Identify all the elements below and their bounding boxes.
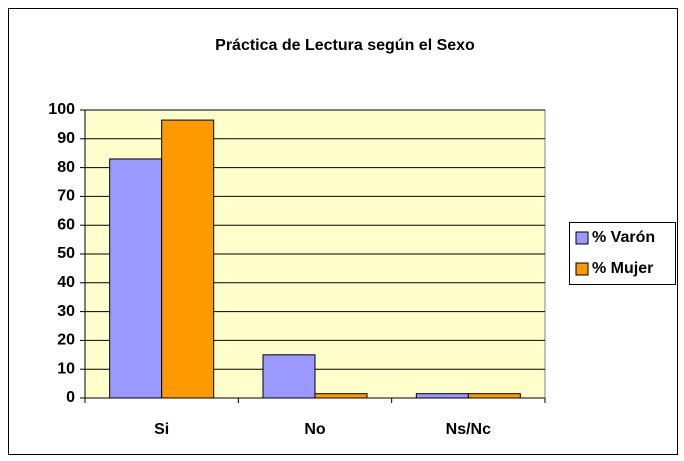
- bar: [262, 354, 316, 399]
- x-tick-label: No: [304, 421, 326, 438]
- y-tick-label: 100: [48, 101, 75, 118]
- legend-swatch: [575, 262, 589, 276]
- bar: [314, 393, 368, 399]
- y-tick-label: 80: [57, 159, 75, 176]
- y-tick-label: 20: [57, 332, 75, 349]
- bar: [161, 119, 215, 399]
- x-tick-label: Ns/Nc: [446, 421, 491, 438]
- bar: [109, 158, 163, 399]
- y-tick-label: 90: [57, 130, 75, 147]
- legend-label: % Mujer: [592, 260, 653, 277]
- y-tick-label: 40: [57, 274, 75, 291]
- y-tick-label: 0: [66, 389, 75, 406]
- legend-label: % Varón: [592, 229, 655, 246]
- y-tick-label: 10: [57, 360, 75, 377]
- bar: [467, 393, 521, 399]
- y-tick-label: 50: [57, 245, 75, 262]
- legend-swatch: [575, 231, 589, 245]
- y-tick-label: 60: [57, 216, 75, 233]
- chart-title: Práctica de Lectura según el Sexo: [215, 37, 475, 54]
- x-tick-label: Si: [154, 421, 169, 438]
- y-tick-label: 30: [57, 303, 75, 320]
- y-tick-label: 70: [57, 188, 75, 205]
- bar: [415, 393, 469, 399]
